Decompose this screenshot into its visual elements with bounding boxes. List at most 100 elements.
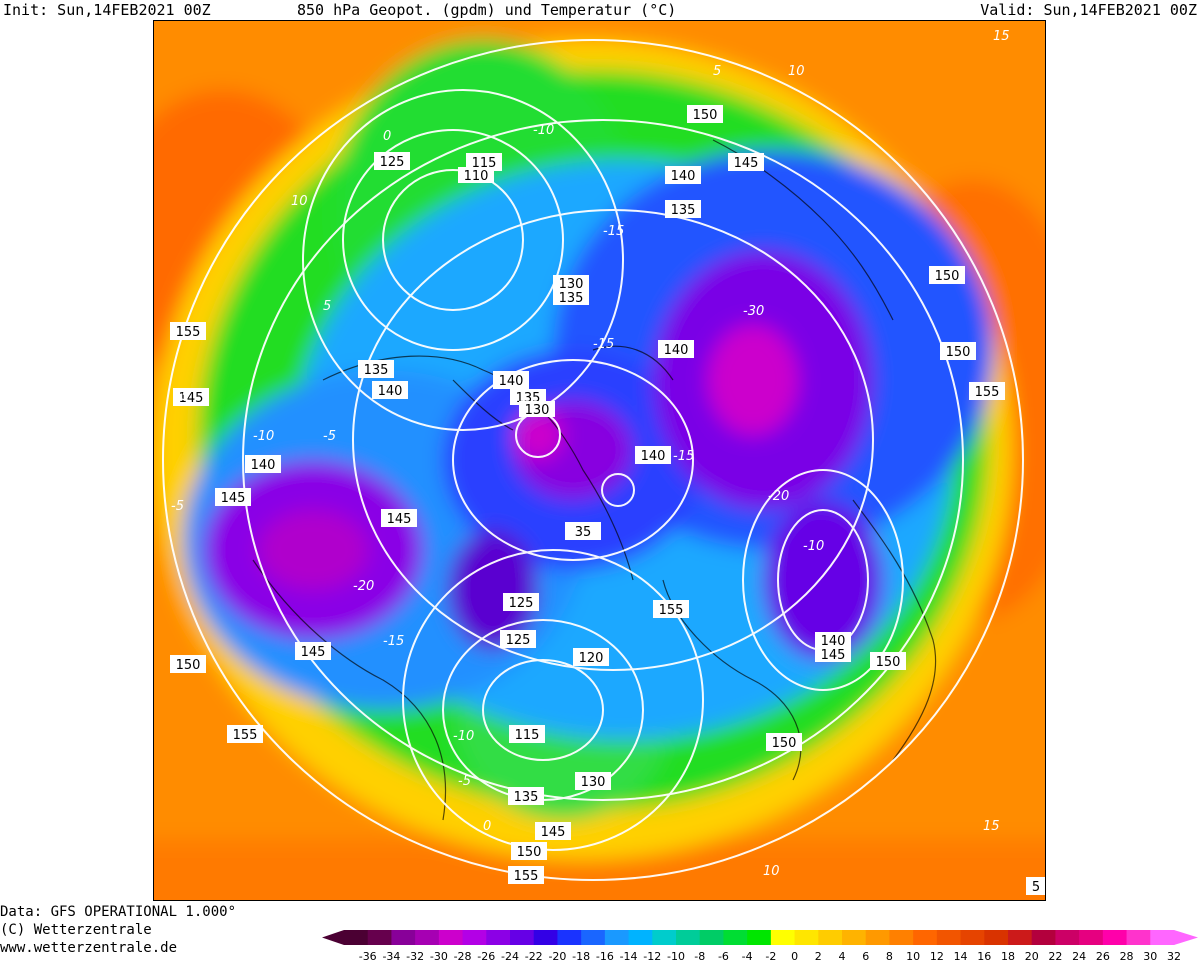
svg-text:145: 145 <box>821 648 846 663</box>
temp-label: 15 <box>993 29 1010 44</box>
legend-min-arrow <box>322 930 344 945</box>
geopot-label: 145 <box>535 822 571 840</box>
temp-label: -10 <box>533 123 554 138</box>
legend-tick-label: 22 <box>1048 950 1062 963</box>
legend-tick-label: -14 <box>620 950 638 963</box>
footer: Data: GFS OPERATIONAL 1.000° (C) Wetterz… <box>0 903 320 957</box>
valid-time: Valid: Sun,14FEB2021 00Z <box>980 1 1197 19</box>
geopotential-labels: 150 145 140 135 125 115 110 130 135 140 … <box>170 105 1046 895</box>
legend-tick-label: -10 <box>667 950 685 963</box>
geopot-label: 150 <box>940 342 976 360</box>
legend-swatch <box>865 930 890 945</box>
svg-text:145: 145 <box>221 491 246 506</box>
svg-text:140: 140 <box>378 384 403 399</box>
temp-label: -30 <box>743 304 764 319</box>
legend-tick-label: -28 <box>454 950 472 963</box>
legend-tick-label: -8 <box>694 950 705 963</box>
svg-text:35: 35 <box>575 525 592 540</box>
legend-tick-label: -32 <box>406 950 424 963</box>
legend-swatch <box>1150 930 1175 945</box>
legend-swatch <box>723 930 748 945</box>
legend-tick-label: 10 <box>906 950 920 963</box>
temp-label: 10 <box>291 194 308 209</box>
legend-tick-label: -34 <box>382 950 400 963</box>
svg-text:150: 150 <box>946 345 971 360</box>
svg-text:140: 140 <box>671 169 696 184</box>
geopot-label: 135 <box>665 200 701 218</box>
temp-label: 10 <box>763 864 780 879</box>
temp-label: -15 <box>593 337 614 352</box>
geopot-label: 150 <box>766 733 802 751</box>
temperature-labels: -10 -15 -30 -15 -20 -10 -20 -15 -10 -5 0… <box>171 29 1010 879</box>
header: Init: Sun,14FEB2021 00Z 850 hPa Geopot. … <box>0 0 1200 20</box>
legend-swatch <box>913 930 938 945</box>
svg-text:145: 145 <box>541 825 566 840</box>
geopotential-contours <box>162 39 1024 881</box>
svg-text:150: 150 <box>772 736 797 751</box>
legend-tick-label: 32 <box>1167 950 1181 963</box>
svg-text:155: 155 <box>514 869 539 884</box>
map-title: 850 hPa Geopot. (gpdm) und Temperatur (°… <box>297 1 677 19</box>
legend-swatch <box>510 930 535 945</box>
geopot-label: 150 <box>929 266 965 284</box>
weather-map: 150 145 140 135 125 115 110 130 135 140 … <box>153 20 1046 901</box>
svg-text:150: 150 <box>693 108 718 123</box>
svg-text:155: 155 <box>975 385 1000 400</box>
temp-label: -5 <box>323 429 336 444</box>
svg-text:145: 145 <box>734 156 759 171</box>
legend-swatch <box>1102 930 1128 945</box>
temp-label: -15 <box>673 449 694 464</box>
legend-swatch <box>652 930 677 945</box>
geopot-label: 155 <box>170 322 206 340</box>
legend-tick-label: -22 <box>525 950 543 963</box>
svg-text:125: 125 <box>380 155 405 170</box>
legend-tick-label: 6 <box>862 950 869 963</box>
legend-swatch <box>344 930 369 945</box>
svg-text:125: 125 <box>506 633 531 648</box>
legend-tick-label: -24 <box>501 950 519 963</box>
svg-text:135: 135 <box>559 291 584 306</box>
svg-text:135: 135 <box>514 790 539 805</box>
geopot-label: 140 <box>658 340 694 358</box>
svg-text:155: 155 <box>176 325 201 340</box>
geopot-label: 140 <box>815 632 851 649</box>
legend-tick-label: 28 <box>1120 950 1134 963</box>
geopot-label: 115 <box>509 725 545 743</box>
svg-text:140: 140 <box>641 449 666 464</box>
legend-tick-label: 4 <box>839 950 846 963</box>
legend-tick-label: 8 <box>886 950 893 963</box>
svg-text:145: 145 <box>179 391 204 406</box>
data-source: Data: GFS OPERATIONAL 1.000° <box>0 904 237 920</box>
geopot-label: 155 <box>508 866 544 884</box>
legend-tick-label: 14 <box>954 950 968 963</box>
svg-text:110: 110 <box>464 169 489 184</box>
legend-tick-label: 20 <box>1025 950 1039 963</box>
geopot-label: 140 <box>665 166 701 184</box>
svg-text:135: 135 <box>364 363 389 378</box>
temp-label: -5 <box>458 774 471 789</box>
legend-swatch <box>581 930 606 945</box>
geopot-label: 110 <box>458 167 494 184</box>
geopot-label: 155 <box>227 725 263 743</box>
legend-swatch <box>960 930 985 945</box>
legend-swatch <box>842 930 867 945</box>
legend-swatch <box>1055 930 1080 945</box>
temperature-color-legend: -36 -34 -32 -30 -28 -26 -24 -22 -20 -18 -16 -14 -12-… <box>322 930 1198 963</box>
geopot-label: 130 <box>519 401 555 418</box>
legend-tick-label: -16 <box>596 950 614 963</box>
map-border <box>153 20 1046 901</box>
geopot-label: 5 <box>1026 877 1046 895</box>
geopot-label: 135 <box>508 787 544 805</box>
legend-swatch <box>1126 930 1151 945</box>
legend-swatch <box>604 930 630 945</box>
geopot-label: 120 <box>573 648 609 666</box>
geopot-label: 145 <box>381 509 417 527</box>
geopot-label: 130 <box>553 275 589 292</box>
temp-label: -15 <box>603 224 624 239</box>
legend-swatch <box>936 930 962 945</box>
legend-swatch <box>699 930 724 945</box>
legend-tick-label: 18 <box>1001 950 1015 963</box>
legend-tick-label: -12 <box>643 950 661 963</box>
temp-label: -15 <box>383 634 404 649</box>
legend-tick-label: 2 <box>815 950 822 963</box>
